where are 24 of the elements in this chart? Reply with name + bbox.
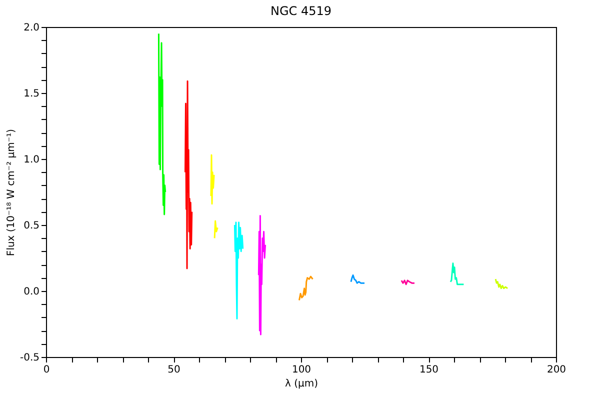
line-series <box>214 220 218 239</box>
line-series <box>210 154 215 205</box>
x-tick-label: 50 <box>168 364 180 376</box>
y-axis-title: Flux (10⁻¹⁸ W cm⁻² μm⁻¹) <box>6 128 17 256</box>
line-series <box>158 32 166 216</box>
y-tick-label: 2.0 <box>24 22 40 34</box>
y-tick-label: 0.5 <box>24 220 40 232</box>
line-series <box>234 222 244 320</box>
x-tick-label: 200 <box>546 364 566 376</box>
line-series <box>184 80 193 270</box>
x-tick-label: 0 <box>43 364 50 376</box>
y-tick-label: 1.0 <box>24 154 40 166</box>
line-series <box>450 262 464 286</box>
y-tick-label: -0.5 <box>20 352 40 364</box>
line-series <box>298 276 314 301</box>
y-tick-label: 0.0 <box>24 286 40 298</box>
x-tick-label: 100 <box>292 364 312 376</box>
line-series <box>494 278 508 290</box>
y-tick-label: 1.5 <box>24 88 40 100</box>
x-tick-label: 150 <box>419 364 439 376</box>
line-series <box>350 274 366 284</box>
x-axis-title: λ (μm) <box>284 378 318 390</box>
line-series <box>258 215 266 336</box>
chart-title: NGC 4519 <box>270 4 332 18</box>
